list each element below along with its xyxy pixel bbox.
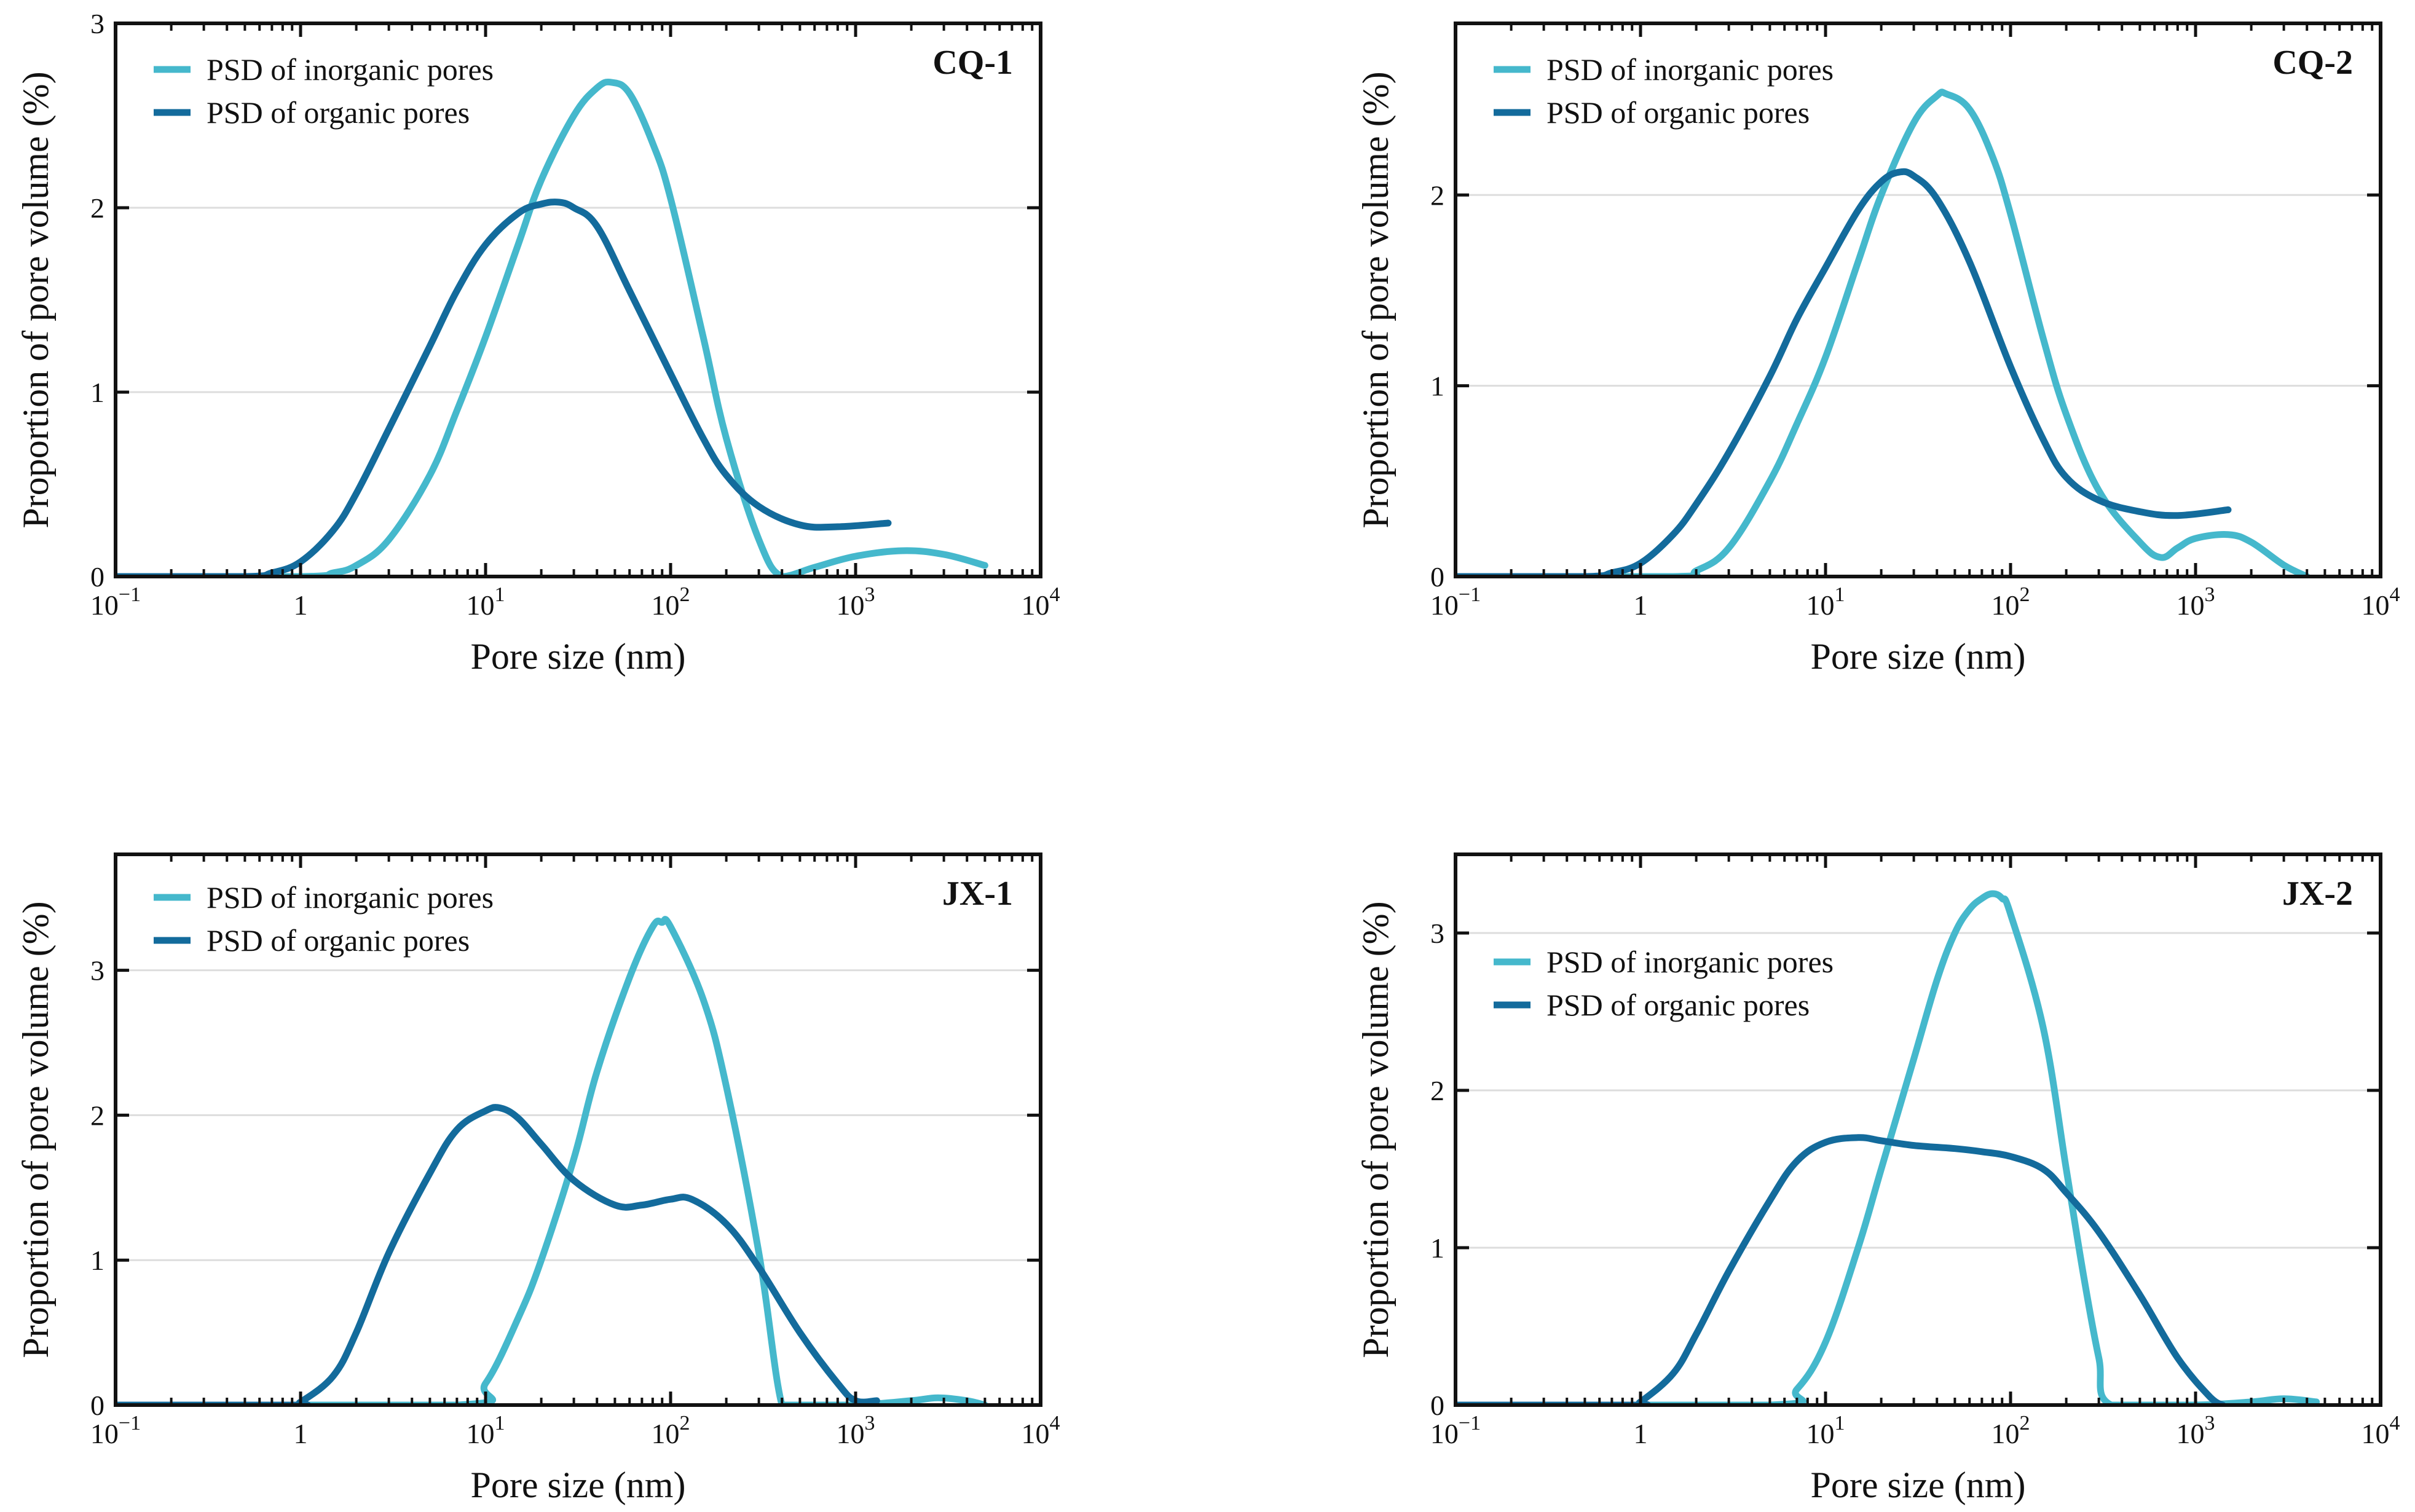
x-tick-label: 1 bbox=[294, 589, 308, 621]
y-tick-label: 3 bbox=[90, 8, 104, 39]
x-tick-label: 104 bbox=[1022, 1412, 1060, 1449]
y-axis-title: Proportion of pore volume (%) bbox=[15, 901, 56, 1358]
legend: PSD of inorganic pores PSD of organic por… bbox=[1494, 52, 1834, 130]
x-tick-label: 104 bbox=[1022, 583, 1060, 621]
series-line-organic bbox=[116, 1104, 880, 1405]
y-tick-label: 3 bbox=[90, 955, 104, 986]
x-axis-title: Pore size (nm) bbox=[1811, 636, 2026, 677]
y-axis-title: Proportion of pore volume (%) bbox=[15, 71, 56, 528]
series-line-organic bbox=[1456, 1134, 2226, 1405]
y-tick-label: 0 bbox=[1430, 561, 1444, 593]
legend-entry: PSD of inorganic pores bbox=[1546, 945, 1834, 979]
x-tick-label: 10−1 bbox=[90, 583, 141, 621]
x-tick-label: 104 bbox=[2362, 583, 2400, 621]
legend-entry: PSD of inorganic pores bbox=[207, 880, 494, 915]
x-tick-label: 101 bbox=[467, 583, 505, 621]
legend-entry: PSD of organic pores bbox=[1546, 988, 1810, 1022]
series-line-inorganic bbox=[116, 78, 988, 577]
x-axis-title: Pore size (nm) bbox=[471, 1465, 686, 1505]
y-tick-label: 1 bbox=[90, 377, 104, 408]
legend-entry: PSD of organic pores bbox=[207, 95, 470, 130]
plot-frame bbox=[1454, 22, 2382, 578]
x-tick-label: 102 bbox=[1991, 1412, 2030, 1449]
series-line-organic bbox=[116, 199, 892, 577]
y-tick-label: 2 bbox=[1430, 1075, 1444, 1106]
x-tick-label: 1 bbox=[294, 1418, 308, 1449]
x-tick-label: 103 bbox=[2177, 1412, 2215, 1449]
y-tick-label: 0 bbox=[90, 1390, 104, 1421]
y-axis-title: Proportion of pore volume (%) bbox=[1355, 901, 1396, 1358]
x-tick-label: 10−1 bbox=[1430, 1412, 1481, 1449]
x-tick-label: 1 bbox=[1634, 1418, 1648, 1449]
y-tick-label: 0 bbox=[90, 561, 104, 593]
x-tick-label: 101 bbox=[1806, 1412, 1845, 1449]
plot-frame bbox=[114, 852, 1042, 1407]
x-tick-label: 102 bbox=[652, 583, 690, 621]
legend-entry: PSD of inorganic pores bbox=[207, 52, 494, 87]
plot-frame bbox=[114, 22, 1042, 578]
plot-frame bbox=[1454, 852, 2382, 1407]
x-tick-label: 101 bbox=[467, 1412, 505, 1449]
x-tick-label: 103 bbox=[837, 1412, 875, 1449]
y-axis-title: Proportion of pore volume (%) bbox=[1355, 71, 1396, 528]
x-tick-label: 102 bbox=[652, 1412, 690, 1449]
series-line-inorganic bbox=[116, 916, 988, 1405]
panel-label: CQ-2 bbox=[2272, 44, 2353, 82]
y-tick-label: 1 bbox=[1430, 1232, 1444, 1264]
y-tick-label: 2 bbox=[90, 1100, 104, 1131]
chart-panel-cq-1: 10−1 1 101 102 103 104 0 1 2 3 Pore size (nm) Propo… bbox=[15, 8, 1060, 677]
y-tick-label: 1 bbox=[1430, 371, 1444, 402]
x-tick-label: 102 bbox=[1991, 583, 2030, 621]
x-tick-label: 10−1 bbox=[90, 1412, 141, 1449]
series-line-inorganic bbox=[1456, 890, 2320, 1405]
y-tick-label: 3 bbox=[1430, 918, 1444, 949]
panel-label: JX-2 bbox=[2282, 875, 2353, 913]
y-tick-label: 2 bbox=[1430, 179, 1444, 211]
chart-panel-cq-2: 10−1 1 101 102 103 104 0 1 2 Pore size (nm) Propor… bbox=[1355, 22, 2400, 677]
y-tick-label: 1 bbox=[90, 1245, 104, 1276]
x-tick-label: 103 bbox=[837, 583, 875, 621]
panel-label: CQ-1 bbox=[932, 44, 1013, 82]
x-tick-label: 1 bbox=[1634, 589, 1648, 621]
x-tick-label: 103 bbox=[2177, 583, 2215, 621]
x-tick-label: 10−1 bbox=[1430, 583, 1481, 621]
legend-entry: PSD of organic pores bbox=[207, 923, 470, 958]
x-tick-label: 101 bbox=[1806, 583, 1845, 621]
x-axis-title: Pore size (nm) bbox=[1811, 1465, 2026, 1505]
y-tick-label: 0 bbox=[1430, 1390, 1444, 1421]
chart-panel-jx-2: 10−1 1 101 102 103 104 0 1 2 3 Pore size (nm) Propo… bbox=[1355, 852, 2400, 1505]
legend: PSD of inorganic pores PSD of organic por… bbox=[154, 52, 494, 130]
chart-panel-jx-1: 10−1 1 101 102 103 104 0 1 2 3 Pore size (nm) Propo… bbox=[15, 852, 1060, 1505]
legend: PSD of inorganic pores PSD of organic por… bbox=[1494, 945, 1834, 1022]
y-tick-label: 2 bbox=[90, 192, 104, 224]
panel-label: JX-1 bbox=[942, 875, 1013, 913]
legend-entry: PSD of inorganic pores bbox=[1546, 52, 1834, 87]
x-tick-label: 104 bbox=[2362, 1412, 2400, 1449]
legend: PSD of inorganic pores PSD of organic por… bbox=[154, 880, 494, 958]
legend-entry: PSD of organic pores bbox=[1546, 95, 1810, 130]
x-axis-title: Pore size (nm) bbox=[471, 636, 686, 677]
series-line-organic bbox=[1456, 168, 2232, 577]
series-line-inorganic bbox=[1456, 89, 2311, 577]
